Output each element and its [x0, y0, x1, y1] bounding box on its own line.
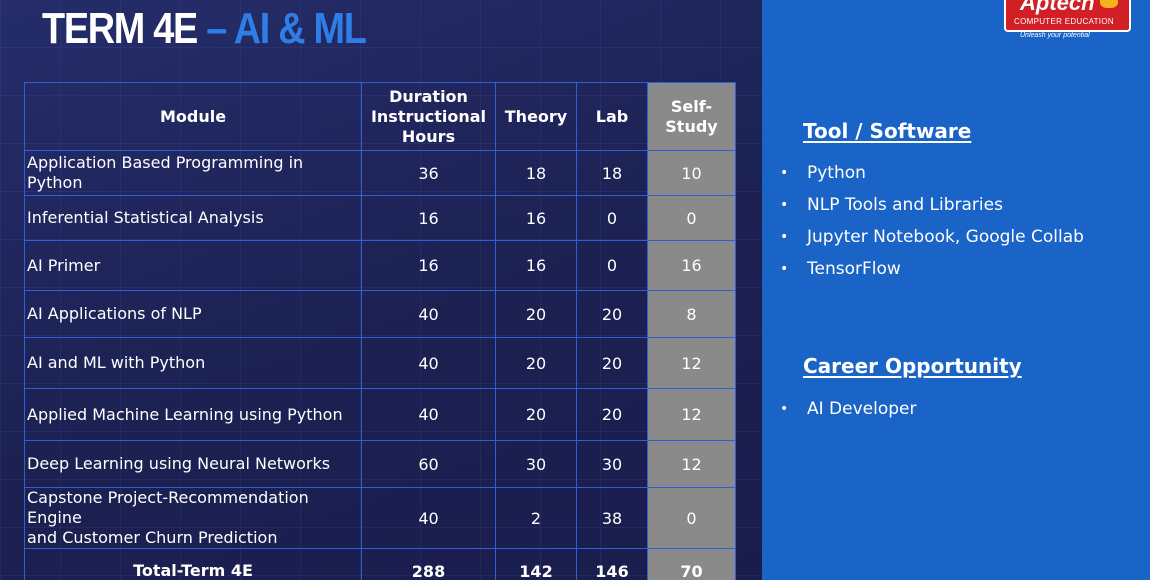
list-item: • AI Developer [780, 393, 916, 425]
header-theory: Theory [495, 82, 577, 151]
list-item: • NLP Tools and Libraries [780, 189, 1084, 221]
cell-self-study: 8 [647, 290, 736, 338]
cell-theory: 16 [495, 240, 577, 291]
cell-module: Capstone Project-Recommendation Engine a… [24, 487, 362, 549]
table-row: Capstone Project-Recommendation Engine a… [24, 487, 736, 549]
cell-theory: 16 [495, 195, 577, 241]
cell-theory: 20 [495, 290, 577, 338]
cell-module: Applied Machine Learning using Python [24, 388, 362, 441]
header-duration-line1: Duration [389, 86, 468, 106]
list-item: • Python [780, 157, 1084, 189]
cell-self-study: 0 [647, 487, 736, 549]
bullet-icon: • [780, 401, 789, 417]
cell-duration: 40 [361, 388, 496, 441]
cell-self-study: 12 [647, 337, 736, 389]
cell-theory: 18 [495, 150, 577, 196]
table-row: AI and ML with Python 40 20 20 12 [24, 337, 736, 389]
list-item-label: AI Developer [807, 399, 917, 419]
total-theory: 142 [495, 548, 577, 580]
cell-self-study: 16 [647, 240, 736, 291]
cell-duration: 40 [361, 487, 496, 549]
list-item-label: Jupyter Notebook, Google Collab [807, 227, 1084, 247]
header-duration-line2: Instructional [370, 106, 487, 126]
bullet-icon: • [780, 261, 789, 277]
cell-theory: 30 [495, 440, 577, 488]
total-self-study: 70 [647, 548, 736, 580]
logo-subtitle: COMPUTER EDUCATION [1014, 17, 1114, 26]
cell-module-line1: Capstone Project-Recommendation Engine [27, 488, 309, 527]
table-header-row: Module Duration Instructional Hours Theo… [24, 82, 736, 151]
tools-heading: Tool / Software [803, 119, 972, 143]
title-subject: – AI & ML [196, 4, 367, 53]
list-item-label: Python [807, 163, 866, 183]
cell-theory: 20 [495, 388, 577, 441]
aptech-logo: Aptech COMPUTER EDUCATION Unleash your p… [1004, 0, 1131, 42]
cell-module: Deep Learning using Neural Networks [24, 440, 362, 488]
cell-module: Application Based Programming in Python [24, 150, 362, 196]
cell-duration: 36 [361, 150, 496, 196]
cell-module: Inferential Statistical Analysis [24, 195, 362, 241]
cell-self-study: 12 [647, 388, 736, 441]
bullet-icon: • [780, 165, 789, 181]
cell-duration: 40 [361, 290, 496, 338]
cell-duration: 40 [361, 337, 496, 389]
header-duration-line3: Hours [401, 126, 456, 146]
table-row: Application Based Programming in Python … [24, 150, 736, 196]
list-item-label: NLP Tools and Libraries [807, 195, 1003, 215]
cell-self-study: 12 [647, 440, 736, 488]
header-duration: Duration Instructional Hours [361, 82, 496, 151]
cell-duration: 16 [361, 195, 496, 241]
total-row: Total-Term 4E 288 142 146 70 [24, 548, 736, 580]
cell-lab: 30 [576, 440, 648, 488]
header-module: Module [24, 82, 362, 151]
cell-lab: 0 [576, 195, 648, 241]
table-row: AI Applications of NLP 40 20 20 8 [24, 290, 736, 338]
cell-duration: 16 [361, 240, 496, 291]
cell-lab: 0 [576, 240, 648, 291]
list-item: • TensorFlow [780, 253, 1084, 285]
cell-self-study: 0 [647, 195, 736, 241]
cell-module: AI Primer [24, 240, 362, 291]
bulb-icon [1100, 0, 1118, 8]
table-row: AI Primer 16 16 0 16 [24, 240, 736, 291]
cell-theory: 20 [495, 337, 577, 389]
total-label: Total-Term 4E [24, 548, 362, 580]
modules-table: Module Duration Instructional Hours Theo… [24, 82, 736, 580]
logo-tagline: Unleash your potential [1020, 32, 1090, 39]
cell-module-line2: and Customer Churn Prediction [27, 528, 278, 547]
tools-list: • Python • NLP Tools and Libraries • Jupyte… [780, 157, 1084, 285]
total-lab: 146 [576, 548, 648, 580]
bullet-icon: • [780, 229, 789, 245]
total-duration: 288 [361, 548, 496, 580]
list-item-label: TensorFlow [807, 259, 901, 279]
page-title: TERM 4E – AI & ML [42, 4, 367, 54]
cell-lab: 20 [576, 388, 648, 441]
title-term: TERM 4E [42, 4, 198, 53]
cell-lab: 18 [576, 150, 648, 196]
career-heading: Career Opportunity [803, 354, 1022, 378]
cell-module: AI Applications of NLP [24, 290, 362, 338]
bullet-icon: • [780, 197, 789, 213]
right-panel [762, 0, 1150, 580]
cell-lab: 20 [576, 337, 648, 389]
cell-module: AI and ML with Python [24, 337, 362, 389]
cell-theory: 2 [495, 487, 577, 549]
header-lab: Lab [576, 82, 648, 151]
list-item: • Jupyter Notebook, Google Collab [780, 221, 1084, 253]
career-list: • AI Developer [780, 393, 916, 425]
header-self-study: Self-Study [647, 82, 736, 151]
cell-lab: 20 [576, 290, 648, 338]
table-row: Applied Machine Learning using Python 40… [24, 388, 736, 441]
cell-self-study: 10 [647, 150, 736, 196]
logo-brand: Aptech [1020, 0, 1095, 15]
cell-duration: 60 [361, 440, 496, 488]
table-row: Inferential Statistical Analysis 16 16 0… [24, 195, 736, 241]
cell-lab: 38 [576, 487, 648, 549]
table-row: Deep Learning using Neural Networks 60 3… [24, 440, 736, 488]
